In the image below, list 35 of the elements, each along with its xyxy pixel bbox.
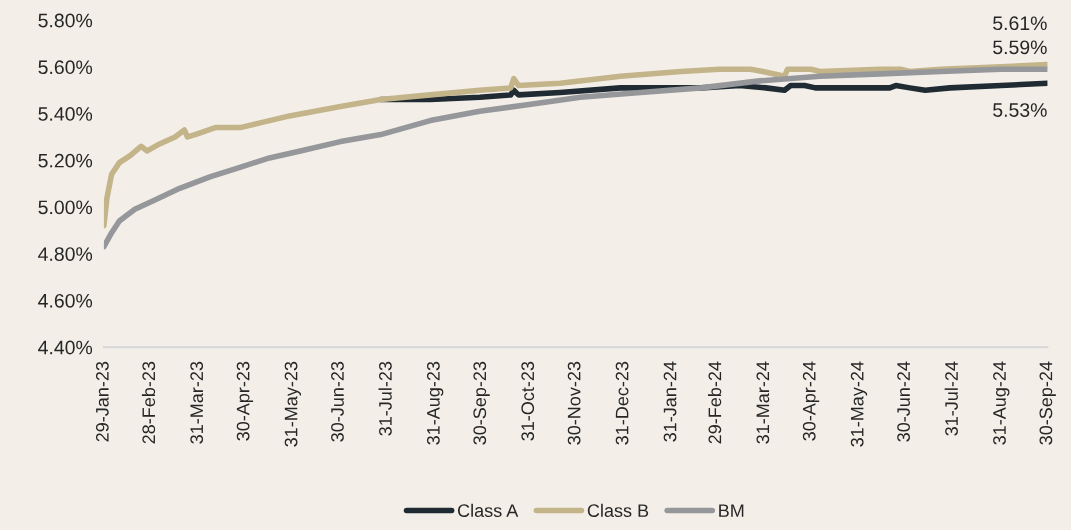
y-tick-label: 4.40% bbox=[38, 340, 93, 355]
annotation: 5.61% bbox=[993, 16, 1047, 31]
x-tick-label: 31-Aug-24 bbox=[993, 361, 1010, 445]
x-tick-label: 30-Apr-24 bbox=[802, 361, 820, 441]
x-tick-label: 31-Jul-24 bbox=[944, 361, 958, 436]
x-tick-label: 31-Oct-23 bbox=[521, 361, 535, 441]
x-tick-label: 30-Jun-24 bbox=[897, 361, 910, 442]
y-tick-label: 5.20% bbox=[38, 153, 93, 168]
legend-label: Class B bbox=[587, 503, 649, 517]
x-tick-label: 30-Jun-23 bbox=[331, 361, 344, 442]
y-tick-label: 5.80% bbox=[38, 13, 93, 28]
legend-label: Class A bbox=[457, 503, 519, 517]
x-tick-label: 31-Aug-23 bbox=[426, 361, 444, 445]
x-tick-label: 31-May-24 bbox=[850, 361, 868, 447]
x-tick-label: 31-Mar-24 bbox=[756, 361, 770, 444]
x-tick-label: 29-Jan-23 bbox=[95, 361, 109, 442]
x-tick-label: 31-Dec-23 bbox=[615, 361, 629, 445]
x-tick-label: 28-Feb-23 bbox=[141, 361, 156, 444]
x-tick-label: 29-Feb-24 bbox=[708, 361, 722, 444]
y-tick-label: 4.80% bbox=[38, 247, 93, 261]
x-tick-label: 31-May-23 bbox=[284, 361, 302, 447]
annotation: 5.53% bbox=[993, 103, 1047, 117]
x-tick-label: 31-Mar-23 bbox=[190, 361, 204, 444]
y-tick-label: 5.00% bbox=[38, 200, 93, 215]
legend-label: BM bbox=[719, 504, 744, 517]
y-tick-label: 5.60% bbox=[38, 60, 93, 75]
x-tick-label: 30-Apr-23 bbox=[236, 361, 254, 441]
x-tick-label: 30-Nov-23 bbox=[567, 361, 581, 445]
y-tick-label: 4.60% bbox=[38, 293, 93, 308]
y-tick-label: 5.40% bbox=[38, 107, 93, 121]
x-tick-label: 31-Jan-24 bbox=[663, 361, 677, 442]
x-tick-label: 30-Sep-24 bbox=[1039, 361, 1056, 445]
x-tick-label: 30-Sep-23 bbox=[473, 361, 490, 445]
x-tick-label: 31-Jul-23 bbox=[378, 361, 392, 436]
annotation: 5.59% bbox=[993, 40, 1047, 55]
